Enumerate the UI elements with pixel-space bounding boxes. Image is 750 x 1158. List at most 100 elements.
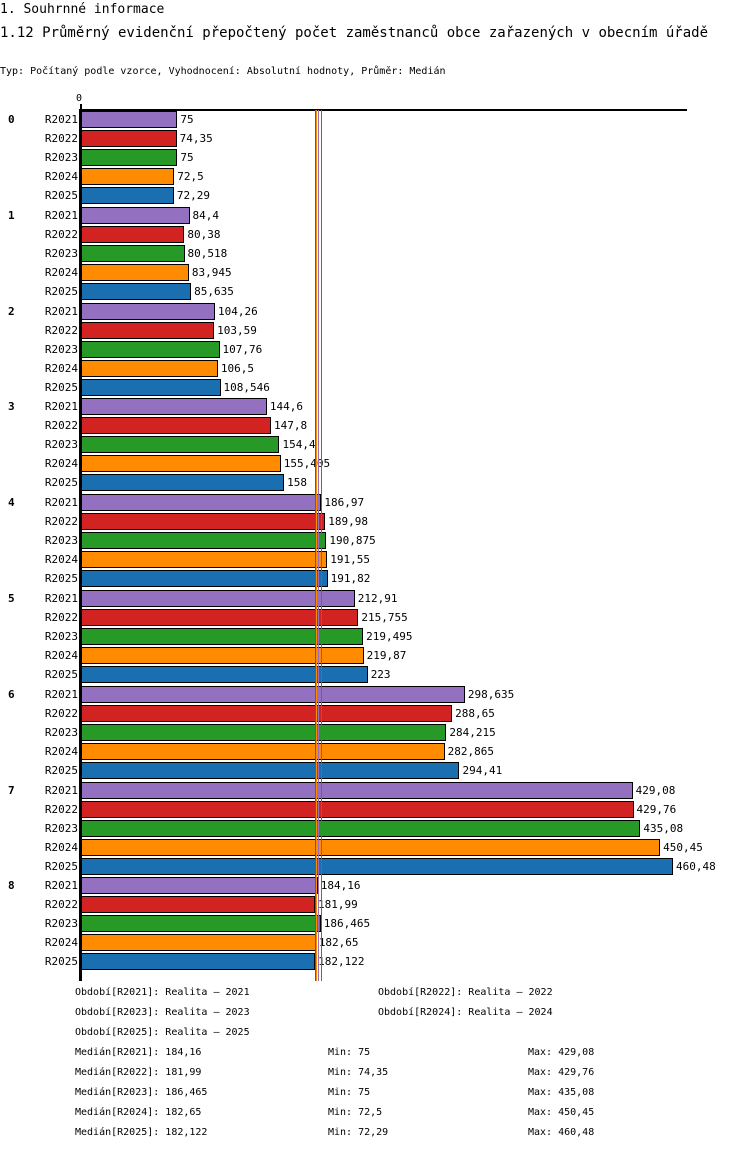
bar-row-label: R2022	[44, 706, 78, 720]
bar-value-label: 429,08	[635, 783, 676, 797]
bar	[81, 800, 634, 818]
group-number: 0	[8, 113, 15, 126]
median-value: Medián[R2023]: 186,465	[75, 1087, 208, 1098]
bar-value-label: 144,6	[269, 400, 304, 414]
bar-row-label: R2022	[44, 515, 78, 529]
bar-value-label: 215,755	[361, 611, 408, 624]
bar-value-label: 191,55	[330, 553, 370, 567]
median-value: Medián[R2024]: 182,65	[75, 1107, 202, 1118]
bar	[81, 723, 447, 741]
bar-row-label: R2023	[44, 725, 78, 739]
bar-value-label: 212,91	[357, 592, 398, 605]
x-axis-zero-tick-label: 0	[76, 93, 83, 104]
bar-value-label: 223	[370, 668, 391, 681]
bar-row-label: R2024	[44, 265, 78, 279]
chart-subtitle: Typ: Počítaný podle vzorce, Vyhodnocení:…	[0, 66, 446, 77]
bar-value-label: 191,82	[330, 572, 371, 586]
bar-row-label: R2023	[44, 342, 78, 356]
chart-footer: Období[R2021]: Realita – 2021 Období[R202…	[0, 986, 750, 1158]
bar	[81, 111, 178, 128]
median-line-r2021	[318, 110, 319, 981]
bar	[81, 704, 453, 722]
bar-row-label: R2021	[44, 496, 78, 510]
bar-value-label: 74,35	[179, 132, 213, 145]
bar	[81, 761, 460, 779]
stat-row: Medián[R2024]: 182,65 Min: 72,5 Max: 450,4…	[0, 1106, 750, 1126]
bar-row-label: R2025	[44, 763, 78, 777]
bar-value-label: 72,5	[177, 170, 204, 183]
bar-value-label: 284,215	[449, 725, 496, 739]
bar-value-label: 154,4	[282, 438, 316, 452]
stat-row: Medián[R2025]: 182,122 Min: 72,29 Max: 460…	[0, 1126, 750, 1146]
legend-entry: Období[R2022]: Realita – 2022	[378, 987, 553, 998]
bar-row-label: R2022	[44, 898, 78, 912]
bar	[81, 187, 174, 204]
bar-row-label: R2023	[44, 438, 78, 452]
legend-entry: Období[R2024]: Realita – 2024	[378, 1007, 553, 1018]
bar-row-label: R2025	[44, 955, 78, 969]
bar-row-label: R2025	[44, 476, 78, 490]
bar	[81, 915, 321, 933]
bar	[81, 130, 177, 147]
group-number: 8	[8, 879, 15, 893]
min-value: Min: 74,35	[328, 1067, 389, 1078]
bar-value-label: 80,38	[187, 227, 221, 241]
bar	[81, 896, 315, 914]
bar	[81, 685, 465, 703]
bar-value-label: 103,59	[217, 323, 257, 337]
bar-row-label: R2021	[44, 400, 78, 414]
bar	[81, 225, 185, 243]
page-title: 1.12 Průměrný evidenční přepočtený počet…	[0, 25, 709, 41]
bar-value-label: 186,465	[323, 917, 371, 931]
bar-row-label: R2023	[44, 151, 78, 164]
bar-row-label: R2024	[44, 936, 78, 950]
bar-value-label: 104,26	[218, 304, 258, 318]
bar-row-label: R2024	[44, 170, 78, 183]
bar	[81, 742, 445, 760]
group-number: 1	[8, 208, 15, 222]
bar	[81, 455, 281, 473]
max-value: Max: 450,45	[528, 1107, 595, 1118]
bar-row-label: R2024	[44, 457, 78, 471]
median-line-r2024	[316, 110, 317, 981]
bar	[81, 953, 316, 971]
bar-value-label: 294,41	[462, 763, 503, 777]
bar-value-label: 219,87	[366, 649, 407, 662]
bar-row-label: R2023	[44, 821, 78, 835]
bar	[81, 532, 327, 550]
median-value: Medián[R2021]: 184,16	[75, 1047, 202, 1058]
legend-entry: Období[R2021]: Realita – 2021	[75, 987, 250, 998]
bar-row-label: R2022	[44, 323, 78, 337]
bar-value-label: 186,97	[324, 496, 365, 510]
bar-value-label: 106,5	[220, 361, 255, 375]
bar-value-label: 189,98	[328, 515, 368, 529]
bar	[81, 398, 267, 416]
bar	[81, 857, 673, 875]
bar	[81, 781, 633, 799]
bar-row-label: R2022	[44, 132, 78, 145]
bar	[81, 263, 189, 281]
min-value: Min: 72,29	[328, 1127, 389, 1138]
bar-value-label: 181,99	[317, 898, 358, 912]
bar-value-label: 460,48	[676, 859, 716, 873]
bar	[81, 666, 368, 683]
bar-value-label: 72,29	[176, 189, 211, 202]
bar-row-label: R2022	[44, 611, 78, 624]
bar	[81, 877, 318, 895]
bar-row-label: R2022	[44, 227, 78, 241]
legend-row: Období[R2023]: Realita – 2023 Období[R202…	[0, 1006, 750, 1026]
bar	[81, 551, 328, 569]
bar	[81, 378, 221, 396]
bar-value-label: 298,635	[467, 687, 515, 701]
max-value: Max: 460,48	[528, 1127, 595, 1138]
bar-value-label: 190,875	[329, 534, 376, 548]
bar-row-label: R2021	[44, 304, 78, 318]
bar-value-label: 147,8	[274, 419, 308, 433]
bar	[81, 647, 364, 664]
bar-chart: 0 0 R2021 75 R2022 74,35 R2023 75 R2024 72,5 R202…	[0, 88, 750, 983]
group-number: 3	[8, 400, 15, 414]
max-value: Max: 429,08	[528, 1047, 595, 1058]
bar-row-label: R2025	[44, 668, 78, 681]
legend-row: Období[R2021]: Realita – 2021 Období[R202…	[0, 986, 750, 1006]
legend-entry: Období[R2023]: Realita – 2023	[75, 1007, 250, 1018]
